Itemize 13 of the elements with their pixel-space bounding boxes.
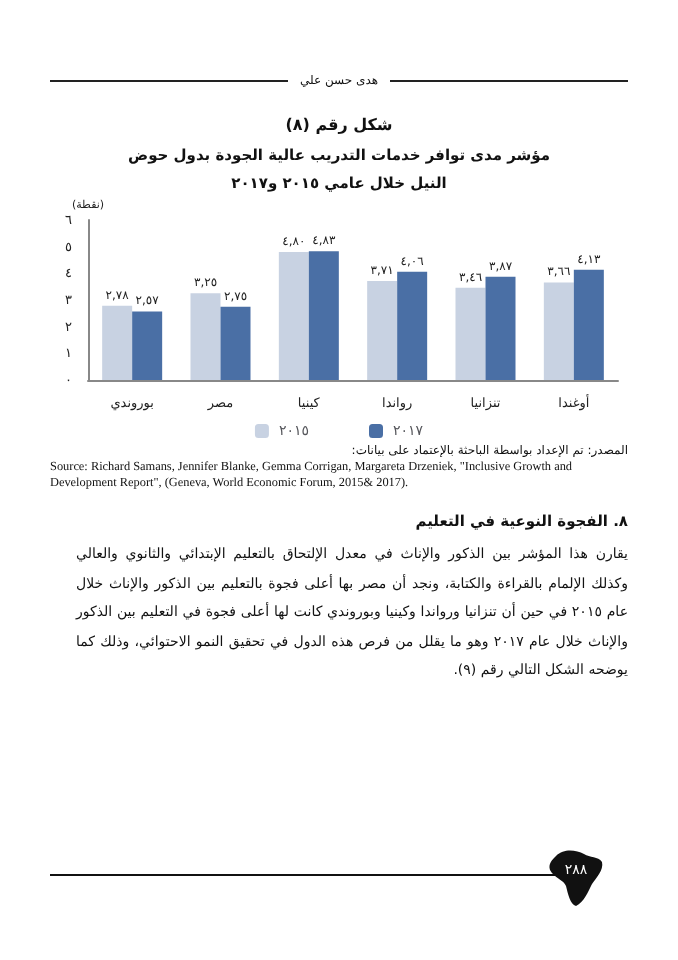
bar — [485, 276, 516, 380]
bar — [543, 282, 574, 380]
bar — [397, 271, 428, 380]
bar — [367, 281, 398, 380]
bar — [278, 252, 309, 380]
bar — [573, 269, 604, 380]
bar — [220, 306, 251, 380]
chart-title: شكل رقم (٨) — [283, 116, 395, 134]
bar — [190, 293, 221, 380]
bar — [132, 311, 163, 380]
bar — [308, 251, 339, 380]
bar — [102, 305, 133, 380]
bar — [455, 287, 486, 380]
